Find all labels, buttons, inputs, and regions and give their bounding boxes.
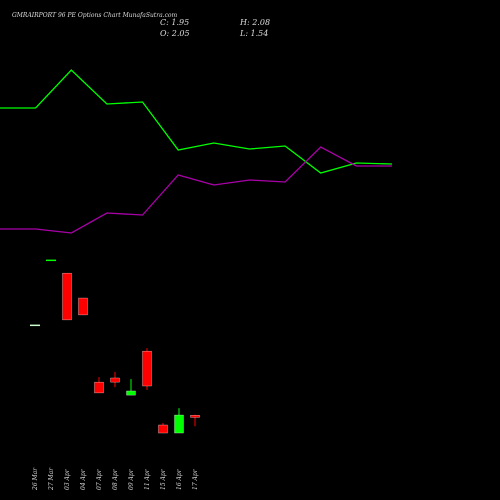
- candle-body: [158, 424, 168, 434]
- open-label: O: 2.05: [160, 29, 190, 38]
- x-tick-label: 27 Mar: [48, 467, 55, 491]
- x-tick-label: 26 Mar: [32, 467, 39, 491]
- x-tick-label: 09 Apr: [128, 468, 135, 490]
- candle-body: [94, 381, 104, 394]
- high-label: H: 2.08: [239, 18, 270, 27]
- x-tick-label: 04 Apr: [80, 468, 87, 490]
- chart-title: GMRAIRPORT 96 PE Options Chart MunafaSut…: [12, 12, 178, 19]
- close-label: C: 1.95: [160, 18, 189, 27]
- candle-body: [190, 415, 200, 418]
- candle-body: [78, 297, 88, 316]
- candle-body: [142, 350, 152, 387]
- x-tick-label: 07 Apr: [96, 468, 103, 490]
- x-tick-label: 03 Apr: [64, 468, 71, 490]
- indicator-line: [0, 146, 392, 234]
- candle-body: [110, 377, 120, 383]
- x-tick-label: 11 Apr: [144, 468, 151, 490]
- indicator-line: [0, 69, 393, 174]
- x-tick-label: 17 Apr: [192, 468, 199, 490]
- x-tick-label: 16 Apr: [176, 468, 183, 490]
- low-label: L: 1.54: [239, 29, 268, 38]
- candle-body: [62, 272, 72, 321]
- candle-body: [126, 390, 136, 396]
- candle-body: [174, 414, 184, 434]
- x-tick-label: 15 Apr: [160, 468, 167, 490]
- x-tick-label: 08 Apr: [112, 468, 119, 490]
